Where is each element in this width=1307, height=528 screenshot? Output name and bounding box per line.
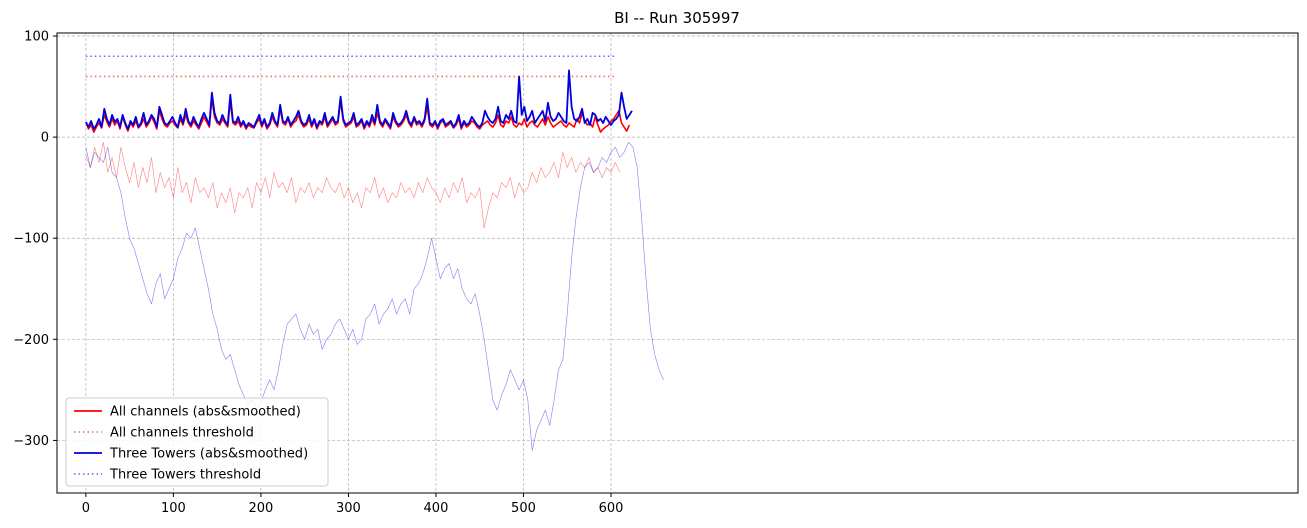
plot-frame: [56, 32, 1299, 494]
legend: All channels (abs&smoothed) All channels …: [65, 397, 329, 487]
threshold-lines: [85, 55, 616, 78]
grid: [57, 33, 1298, 493]
y-tick-label: 100: [24, 30, 49, 45]
x-tick-label: 400: [424, 501, 449, 516]
y-tick-label: 0: [41, 131, 49, 146]
series-line-tt-smooth: [85, 69, 633, 130]
x-tick-label: 300: [336, 501, 361, 516]
series-lines: [85, 69, 664, 451]
y-tick-label: −200: [13, 333, 49, 348]
x-tick-label: 500: [511, 501, 536, 516]
legend-label: All channels threshold: [110, 426, 254, 441]
chart-title: BI -- Run 305997: [614, 9, 740, 27]
y-axis-ticks: 100 0 −100 −200 −300: [13, 30, 57, 449]
legend-label: All channels (abs&smoothed): [110, 405, 301, 420]
x-tick-label: 0: [82, 501, 90, 516]
legend-label: Three Towers (abs&smoothed): [109, 447, 308, 462]
x-tick-label: 100: [161, 501, 186, 516]
legend-label: Three Towers threshold: [109, 468, 261, 483]
x-axis-ticks: 0 100 200 300 400 500 600: [82, 493, 624, 516]
x-tick-label: 600: [599, 501, 624, 516]
y-tick-label: −100: [13, 232, 49, 247]
y-tick-label: −300: [13, 434, 49, 449]
series-line-tt-raw: [85, 141, 664, 451]
x-tick-label: 200: [249, 501, 274, 516]
legend-box: [65, 397, 329, 487]
series-line-all-raw: [85, 141, 620, 229]
